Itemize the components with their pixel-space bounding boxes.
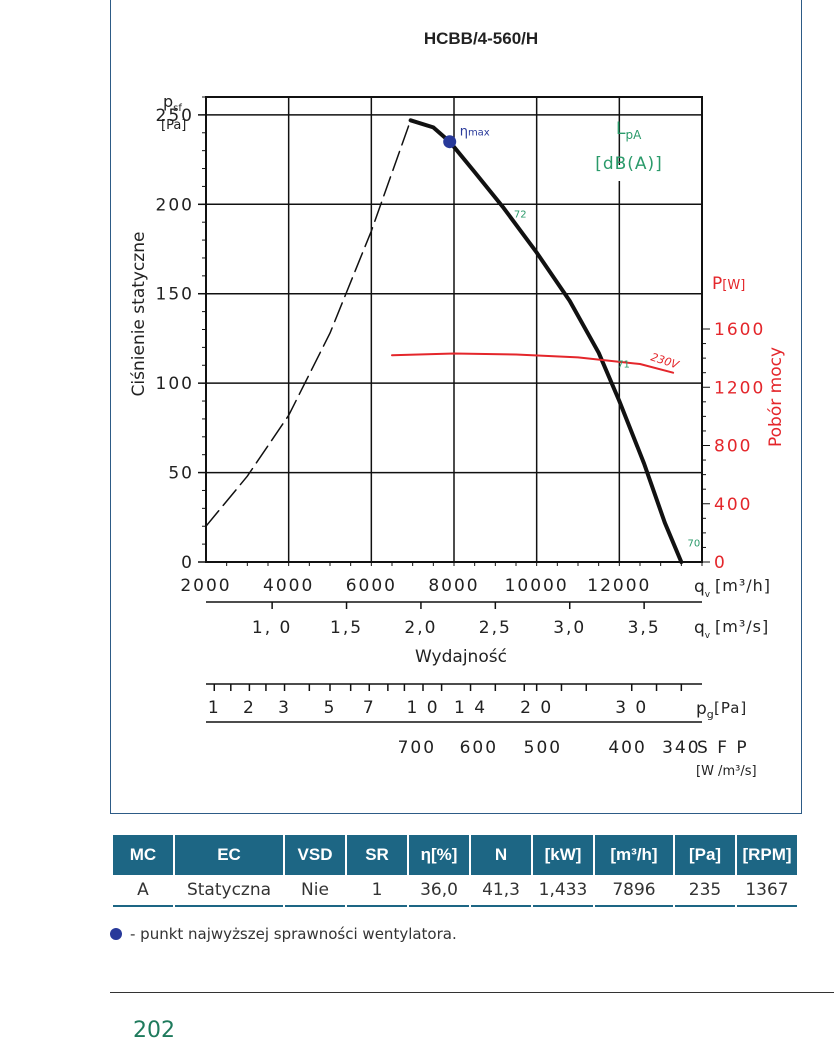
pg-tick-label: 1 0: [406, 698, 439, 718]
col-header-mc: MC: [113, 835, 173, 875]
bottom-divider: [110, 992, 834, 993]
pg-tick-label: 3: [278, 698, 291, 718]
max-efficiency-dot-icon: [110, 928, 122, 940]
sfp-unit: [W /m³/s]: [696, 764, 757, 779]
right-tick-label: 0: [714, 553, 727, 573]
x2-tick-label: 1,5: [330, 618, 363, 638]
right-tick-label: 1600: [714, 320, 765, 340]
chart-title: HCBB/4-560/H: [424, 29, 538, 48]
x-tick-label: 10000: [505, 576, 569, 596]
right-tick-label: 1200: [714, 378, 765, 398]
sfp-tick-label: 700: [398, 738, 436, 758]
x-tick-label: 4000: [263, 576, 314, 596]
eta-max-label: ηmax: [460, 125, 490, 140]
cell-mc: A: [113, 875, 173, 907]
pg-tick-label: 2: [243, 698, 256, 718]
cell-kw: 1,433: [533, 875, 593, 907]
col-header-eta: η[%]: [409, 835, 469, 875]
y-tick-label: 200: [156, 195, 194, 215]
right-tick-label: 800: [714, 437, 752, 457]
eta-max-point: [443, 135, 457, 149]
pg-tick-label: 2 0: [520, 698, 553, 718]
y-tick-label: 0: [181, 553, 194, 573]
col-header-kw: [kW]: [533, 835, 593, 875]
cell-vsd: Nie: [285, 875, 345, 907]
col-header-rpm: [RPM]: [737, 835, 797, 875]
cell-eta: 36,0: [409, 875, 469, 907]
y-tick-label: 150: [156, 285, 194, 305]
col-header-n: N: [471, 835, 531, 875]
x-axis-unit-main: [m³/h]: [715, 576, 771, 595]
cell-ec: Statyczna: [175, 875, 283, 907]
pg-tick-label: 7: [363, 698, 376, 718]
y-tick-label: 50: [168, 464, 194, 484]
x-tick-label: 8000: [428, 576, 479, 596]
right-axis-label: Pobór mocy: [766, 347, 786, 447]
x2-tick-label: 2,5: [479, 618, 512, 638]
cell-pa: 235: [675, 875, 735, 907]
lpa-mark-label: 72: [514, 209, 527, 220]
sfp-tick-label: 400: [608, 738, 646, 758]
lpa-unit: [dB(A)]: [595, 154, 663, 174]
x2-tick-label: 3,5: [628, 618, 661, 638]
x2-tick-label: 1, 0: [252, 618, 292, 638]
x2-tick-label: 3,0: [553, 618, 586, 638]
lpa-mark-label: 71: [617, 359, 630, 370]
pg-tick-label: 3 0: [615, 698, 648, 718]
sfp-tick-label: 340: [662, 738, 700, 758]
y-axis-unit: [Pa]: [161, 118, 186, 133]
x-axis-symbol-second: qv: [694, 618, 711, 641]
pg-symbol: pg: [696, 699, 714, 721]
x-tick-label: 12000: [587, 576, 651, 596]
cell-flow: 7896: [595, 875, 673, 907]
x-tick-label: 6000: [346, 576, 397, 596]
x-tick-label: 2000: [180, 576, 231, 596]
pg-tick-label: 5: [324, 698, 337, 718]
table-row: A Statyczna Nie 1 36,0 41,3 1,433 7896 2…: [113, 875, 797, 907]
lpa-label-gap: [573, 165, 701, 181]
col-header-vsd: VSD: [285, 835, 345, 875]
sfp-label: S F P: [697, 738, 749, 758]
series-line-0: [205, 119, 412, 527]
specs-table: MC EC VSD SR η[%] N [kW] [m³/h] [Pa] [RP…: [111, 835, 799, 907]
right-axis-symbol: P[W]: [712, 274, 745, 294]
series-line-1: [408, 118, 684, 564]
x2-tick-label: 2,0: [404, 618, 437, 638]
y-tick-label: 250: [156, 106, 194, 126]
pg-tick-label: 1 4: [454, 698, 487, 718]
table-header-row: MC EC VSD SR η[%] N [kW] [m³/h] [Pa] [RP…: [113, 835, 797, 875]
cell-n: 41,3: [471, 875, 531, 907]
x-axis-label: Wydajność: [415, 647, 507, 667]
col-header-sr: SR: [347, 835, 407, 875]
lpa-mark-label: 70: [687, 538, 700, 549]
x-axis-unit-second: [m³/s]: [715, 617, 769, 636]
series-line-2: [391, 352, 675, 374]
legend-note-text: - punkt najwyższej sprawności wentylator…: [130, 925, 457, 943]
y-tick-label: 100: [156, 374, 194, 394]
cell-sr: 1: [347, 875, 407, 907]
col-header-pa: [Pa]: [675, 835, 735, 875]
col-header-flow: [m³/h]: [595, 835, 673, 875]
lpa-symbol: LpA: [616, 119, 642, 142]
x-axis-symbol-main: qv: [694, 577, 711, 600]
right-tick-label: 400: [714, 495, 752, 515]
chart-frame: HCBB/4-560/H 0 50 100 150 200 250 2000 4000 6000 8…: [110, 0, 802, 814]
col-header-ec: EC: [175, 835, 283, 875]
series-label-2: 230V: [649, 350, 682, 372]
pg-tick-label: 1: [208, 698, 221, 718]
y-axis-symbol: psf: [163, 92, 182, 114]
sfp-tick-label: 500: [524, 738, 562, 758]
sfp-tick-label: 600: [460, 738, 498, 758]
legend-note: - punkt najwyższej sprawności wentylator…: [110, 925, 457, 943]
pg-unit: [Pa]: [714, 699, 747, 717]
cell-rpm: 1367: [737, 875, 797, 907]
page-number: 202: [133, 1018, 175, 1043]
y-axis-label: Ciśnienie statyczne: [129, 232, 149, 397]
